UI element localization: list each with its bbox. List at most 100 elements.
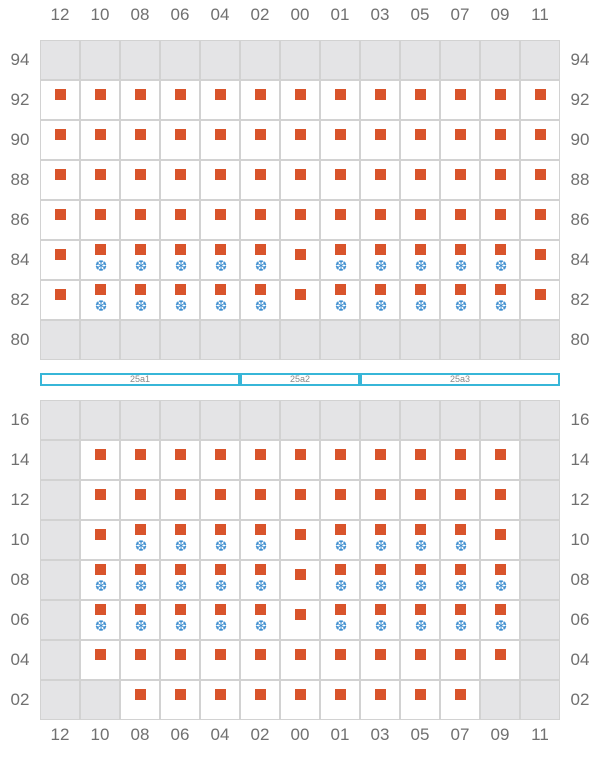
blocked-slot[interactable] xyxy=(40,480,80,520)
bay-slot[interactable] xyxy=(160,440,200,480)
blocked-slot[interactable] xyxy=(480,400,520,440)
blocked-slot[interactable] xyxy=(280,320,320,360)
blocked-slot[interactable] xyxy=(520,600,560,640)
segment-bar[interactable]: 25a1 xyxy=(40,373,240,386)
bay-slot[interactable] xyxy=(120,80,160,120)
bay-slot[interactable]: ❆ xyxy=(360,520,400,560)
bay-slot[interactable] xyxy=(360,680,400,720)
bay-slot[interactable] xyxy=(280,640,320,680)
bay-slot[interactable] xyxy=(280,280,320,320)
bay-slot[interactable] xyxy=(160,80,200,120)
bay-slot[interactable] xyxy=(480,200,520,240)
blocked-slot[interactable] xyxy=(400,320,440,360)
bay-slot[interactable] xyxy=(40,120,80,160)
blocked-slot[interactable] xyxy=(280,40,320,80)
bay-slot[interactable]: ❆ xyxy=(480,600,520,640)
blocked-slot[interactable] xyxy=(520,640,560,680)
blocked-slot[interactable] xyxy=(240,400,280,440)
bay-slot[interactable] xyxy=(520,200,560,240)
blocked-slot[interactable] xyxy=(520,440,560,480)
bay-slot[interactable]: ❆ xyxy=(480,560,520,600)
blocked-slot[interactable] xyxy=(240,40,280,80)
blocked-slot[interactable] xyxy=(40,600,80,640)
blocked-slot[interactable] xyxy=(80,400,120,440)
bay-slot[interactable]: ❆ xyxy=(120,280,160,320)
blocked-slot[interactable] xyxy=(360,400,400,440)
blocked-slot[interactable] xyxy=(320,320,360,360)
bay-slot[interactable] xyxy=(400,680,440,720)
bay-slot[interactable] xyxy=(160,480,200,520)
bay-slot[interactable] xyxy=(200,160,240,200)
bay-slot[interactable] xyxy=(200,680,240,720)
bay-slot[interactable]: ❆ xyxy=(160,280,200,320)
bay-slot[interactable]: ❆ xyxy=(360,560,400,600)
bay-slot[interactable] xyxy=(480,480,520,520)
blocked-slot[interactable] xyxy=(200,40,240,80)
bay-slot[interactable] xyxy=(160,200,200,240)
bay-slot[interactable] xyxy=(280,600,320,640)
bay-slot[interactable] xyxy=(280,440,320,480)
blocked-slot[interactable] xyxy=(120,400,160,440)
bay-slot[interactable]: ❆ xyxy=(200,280,240,320)
bay-slot[interactable] xyxy=(520,280,560,320)
blocked-slot[interactable] xyxy=(40,680,80,720)
bay-slot[interactable] xyxy=(240,120,280,160)
bay-slot[interactable] xyxy=(80,440,120,480)
bay-slot[interactable] xyxy=(320,120,360,160)
bay-slot[interactable] xyxy=(120,200,160,240)
bay-slot[interactable] xyxy=(280,120,320,160)
bay-slot[interactable]: ❆ xyxy=(200,240,240,280)
blocked-slot[interactable] xyxy=(360,320,400,360)
bay-slot[interactable]: ❆ xyxy=(320,600,360,640)
bay-slot[interactable]: ❆ xyxy=(400,600,440,640)
bay-slot[interactable] xyxy=(440,680,480,720)
bay-slot[interactable] xyxy=(80,520,120,560)
bay-slot[interactable] xyxy=(320,200,360,240)
bay-slot[interactable]: ❆ xyxy=(200,600,240,640)
blocked-slot[interactable] xyxy=(440,320,480,360)
bay-slot[interactable] xyxy=(440,480,480,520)
bay-slot[interactable]: ❆ xyxy=(480,280,520,320)
blocked-slot[interactable] xyxy=(400,40,440,80)
bay-slot[interactable] xyxy=(360,200,400,240)
blocked-slot[interactable] xyxy=(40,320,80,360)
bay-slot[interactable] xyxy=(240,200,280,240)
bay-slot[interactable] xyxy=(440,80,480,120)
blocked-slot[interactable] xyxy=(40,560,80,600)
bay-slot[interactable] xyxy=(400,160,440,200)
bay-slot[interactable]: ❆ xyxy=(120,600,160,640)
bay-slot[interactable]: ❆ xyxy=(200,560,240,600)
bay-slot[interactable]: ❆ xyxy=(400,560,440,600)
blocked-slot[interactable] xyxy=(40,400,80,440)
blocked-slot[interactable] xyxy=(360,40,400,80)
bay-slot[interactable] xyxy=(360,480,400,520)
blocked-slot[interactable] xyxy=(400,400,440,440)
bay-slot[interactable]: ❆ xyxy=(200,520,240,560)
bay-slot[interactable] xyxy=(80,640,120,680)
bay-slot[interactable] xyxy=(480,120,520,160)
segment-bar[interactable]: 25a3 xyxy=(360,373,560,386)
bay-slot[interactable]: ❆ xyxy=(480,240,520,280)
bay-slot[interactable] xyxy=(320,680,360,720)
blocked-slot[interactable] xyxy=(520,680,560,720)
bay-slot[interactable] xyxy=(120,120,160,160)
bay-slot[interactable] xyxy=(320,80,360,120)
bay-slot[interactable] xyxy=(520,160,560,200)
blocked-slot[interactable] xyxy=(440,40,480,80)
bay-slot[interactable]: ❆ xyxy=(240,560,280,600)
bay-slot[interactable] xyxy=(520,80,560,120)
bay-slot[interactable]: ❆ xyxy=(120,560,160,600)
bay-slot[interactable] xyxy=(240,640,280,680)
blocked-slot[interactable] xyxy=(160,400,200,440)
bay-slot[interactable] xyxy=(320,160,360,200)
bay-slot[interactable] xyxy=(360,80,400,120)
bay-slot[interactable] xyxy=(440,200,480,240)
bay-slot[interactable]: ❆ xyxy=(400,280,440,320)
bay-slot[interactable] xyxy=(520,120,560,160)
bay-slot[interactable]: ❆ xyxy=(120,520,160,560)
bay-slot[interactable] xyxy=(80,480,120,520)
bay-slot[interactable] xyxy=(360,160,400,200)
bay-slot[interactable] xyxy=(120,680,160,720)
bay-slot[interactable]: ❆ xyxy=(320,280,360,320)
bay-slot[interactable] xyxy=(400,440,440,480)
